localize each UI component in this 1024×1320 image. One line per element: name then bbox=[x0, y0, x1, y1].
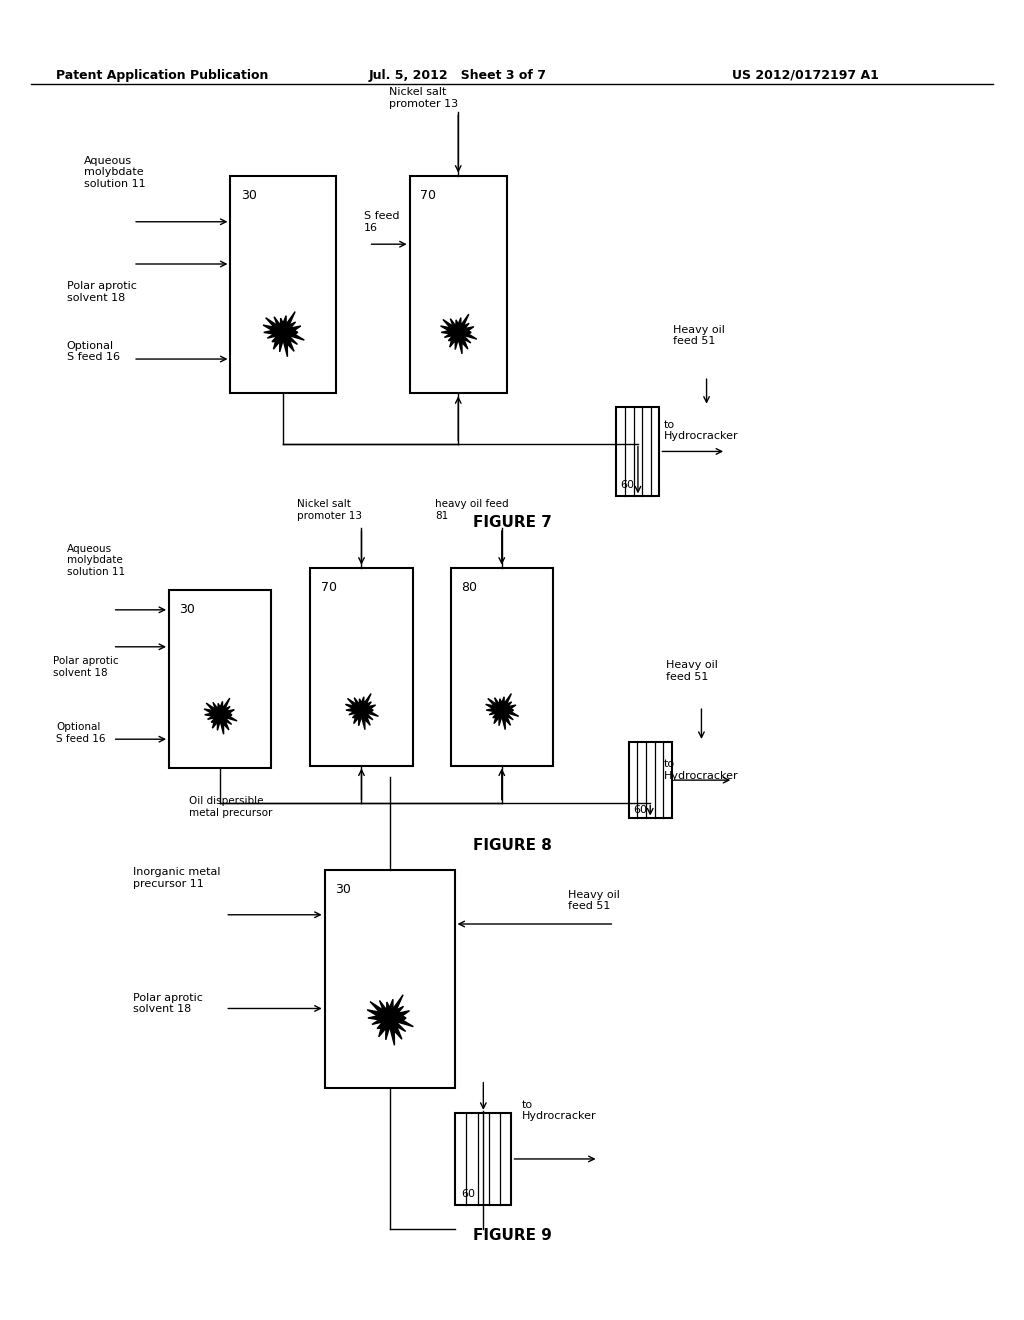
Text: 70: 70 bbox=[420, 189, 436, 202]
Bar bbox=[310, 568, 413, 766]
Text: FIGURE 7: FIGURE 7 bbox=[472, 515, 552, 529]
Text: Patent Application Publication: Patent Application Publication bbox=[56, 69, 268, 82]
Text: Nickel salt
promoter 13: Nickel salt promoter 13 bbox=[389, 87, 459, 108]
Bar bbox=[325, 870, 455, 1088]
Text: Aqueous
molybdate
solution 11: Aqueous molybdate solution 11 bbox=[84, 156, 145, 189]
Text: US 2012/0172197 A1: US 2012/0172197 A1 bbox=[732, 69, 879, 82]
Text: Aqueous
molybdate
solution 11: Aqueous molybdate solution 11 bbox=[67, 544, 125, 577]
Bar bbox=[451, 568, 553, 766]
Text: Optional
S feed 16: Optional S feed 16 bbox=[56, 722, 105, 743]
Bar bbox=[616, 407, 659, 496]
Text: Polar aprotic
solvent 18: Polar aprotic solvent 18 bbox=[53, 656, 119, 677]
Text: Heavy oil
feed 51: Heavy oil feed 51 bbox=[568, 890, 621, 911]
Text: 30: 30 bbox=[179, 603, 196, 616]
Text: Inorganic metal
precursor 11: Inorganic metal precursor 11 bbox=[133, 867, 220, 888]
Text: Polar aprotic
solvent 18: Polar aprotic solvent 18 bbox=[67, 281, 136, 302]
Polygon shape bbox=[263, 312, 304, 356]
Text: 60: 60 bbox=[621, 480, 635, 490]
Text: to
Hydrocracker: to Hydrocracker bbox=[521, 1100, 596, 1121]
Text: Heavy oil
feed 51: Heavy oil feed 51 bbox=[673, 325, 725, 346]
Text: FIGURE 8: FIGURE 8 bbox=[472, 838, 552, 853]
Polygon shape bbox=[345, 693, 379, 730]
Text: Jul. 5, 2012   Sheet 3 of 7: Jul. 5, 2012 Sheet 3 of 7 bbox=[369, 69, 547, 82]
Polygon shape bbox=[368, 995, 414, 1045]
Text: to
Hydrocracker: to Hydrocracker bbox=[664, 759, 738, 780]
Text: S feed
16: S feed 16 bbox=[364, 211, 399, 232]
Text: heavy oil feed
81: heavy oil feed 81 bbox=[435, 499, 509, 520]
Text: 70: 70 bbox=[321, 581, 337, 594]
Text: Optional
S feed 16: Optional S feed 16 bbox=[67, 341, 120, 362]
Bar bbox=[169, 590, 271, 768]
Text: to
Hydrocracker: to Hydrocracker bbox=[664, 420, 738, 441]
Text: Oil dispersible
metal precursor: Oil dispersible metal precursor bbox=[189, 796, 272, 817]
Text: 60: 60 bbox=[461, 1188, 475, 1199]
Text: Heavy oil
feed 51: Heavy oil feed 51 bbox=[666, 660, 718, 681]
Text: 60: 60 bbox=[633, 805, 647, 814]
Bar bbox=[629, 742, 672, 818]
Polygon shape bbox=[204, 698, 238, 734]
Polygon shape bbox=[440, 314, 477, 354]
Text: 30: 30 bbox=[241, 189, 257, 202]
Text: Nickel salt
promoter 13: Nickel salt promoter 13 bbox=[297, 499, 361, 520]
Bar bbox=[410, 176, 507, 393]
Text: 80: 80 bbox=[461, 581, 477, 594]
Text: 30: 30 bbox=[335, 883, 351, 896]
Bar bbox=[230, 176, 336, 393]
Bar bbox=[455, 1113, 511, 1205]
Text: FIGURE 9: FIGURE 9 bbox=[472, 1228, 552, 1242]
Polygon shape bbox=[485, 693, 519, 730]
Text: Polar aprotic
solvent 18: Polar aprotic solvent 18 bbox=[133, 993, 203, 1014]
